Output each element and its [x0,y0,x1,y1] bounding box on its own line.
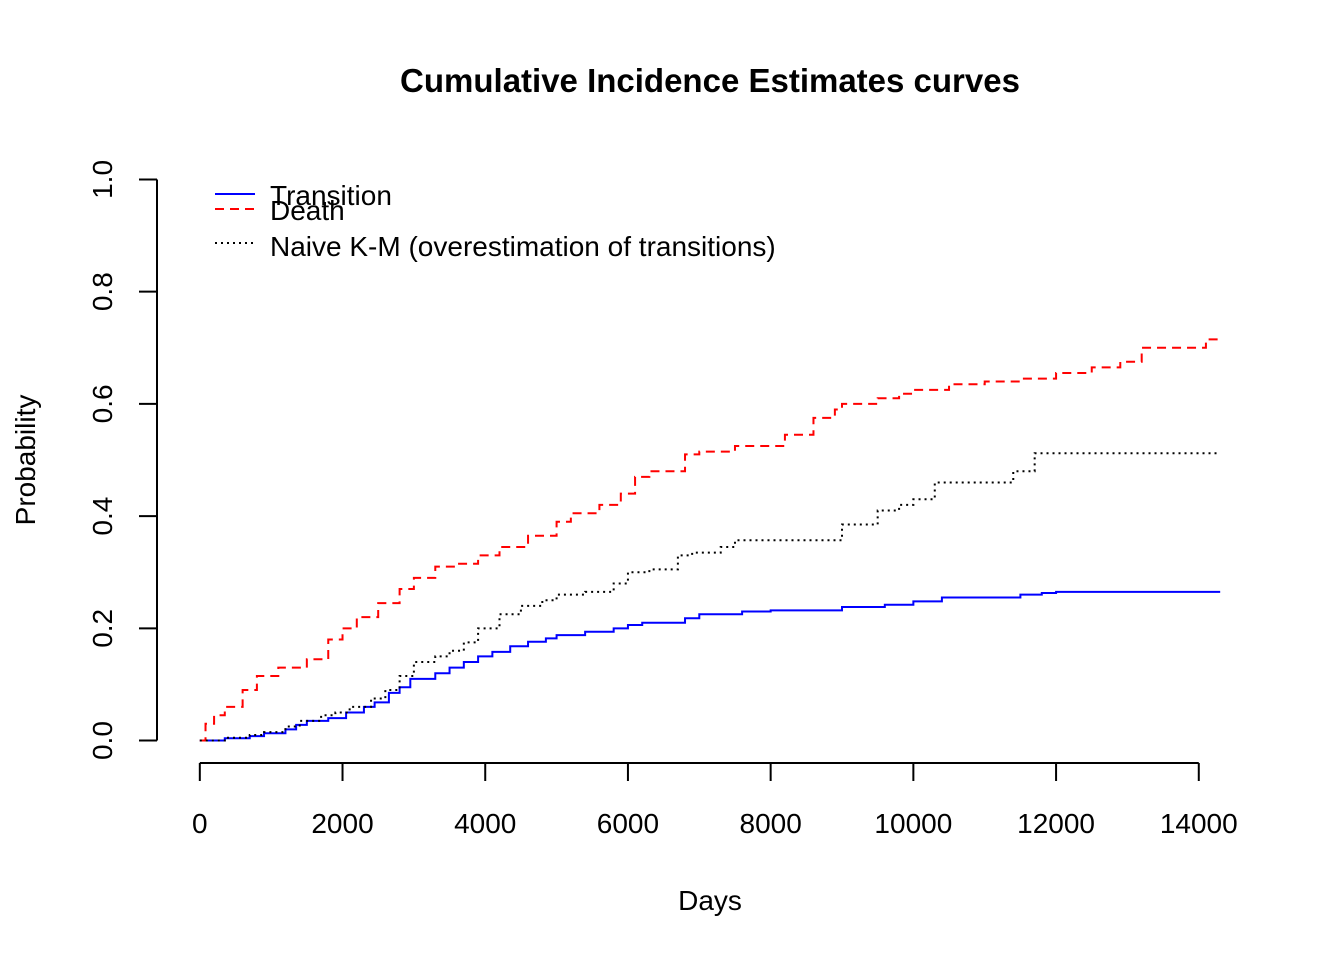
y-tick-label: 1.0 [87,160,118,199]
chart-title: Cumulative Incidence Estimates curves [400,62,1020,99]
x-tick-label: 10000 [874,808,952,839]
legend-label-naive-km: Naive K-M (overestimation of transitions… [270,231,776,262]
x-tick-label: 0 [192,808,208,839]
x-tick-label: 4000 [454,808,516,839]
series-line-0 [199,590,1221,742]
y-tick-label: 0.4 [87,497,118,536]
y-axis-ticks: 0.0 0.2 0.4 0.6 0.8 1.0 [87,160,157,760]
series-line-1 [199,338,1221,742]
plot-frame [156,179,1199,764]
y-axis-label: Probability [10,395,41,526]
series-line-2 [199,452,1221,742]
x-tick-label: 6000 [597,808,659,839]
x-tick-label: 12000 [1017,808,1095,839]
x-axis-ticks: 0 2000 4000 6000 8000 10000 12000 14000 [192,763,1238,839]
y-tick-label: 0.2 [87,609,118,648]
y-tick-label: 0.6 [87,384,118,423]
y-tick-label: 0.8 [87,272,118,311]
x-tick-label: 2000 [311,808,373,839]
legend-label-death: Death [270,195,345,226]
series-layer [199,338,1221,742]
x-tick-label: 14000 [1160,808,1238,839]
x-axis-label: Days [678,885,742,916]
x-tick-label: 8000 [740,808,802,839]
legend: Transition Death Naive K-M (overestimati… [215,180,776,262]
y-tick-label: 0.0 [87,721,118,760]
legend-label-transition: Transition [270,180,392,211]
